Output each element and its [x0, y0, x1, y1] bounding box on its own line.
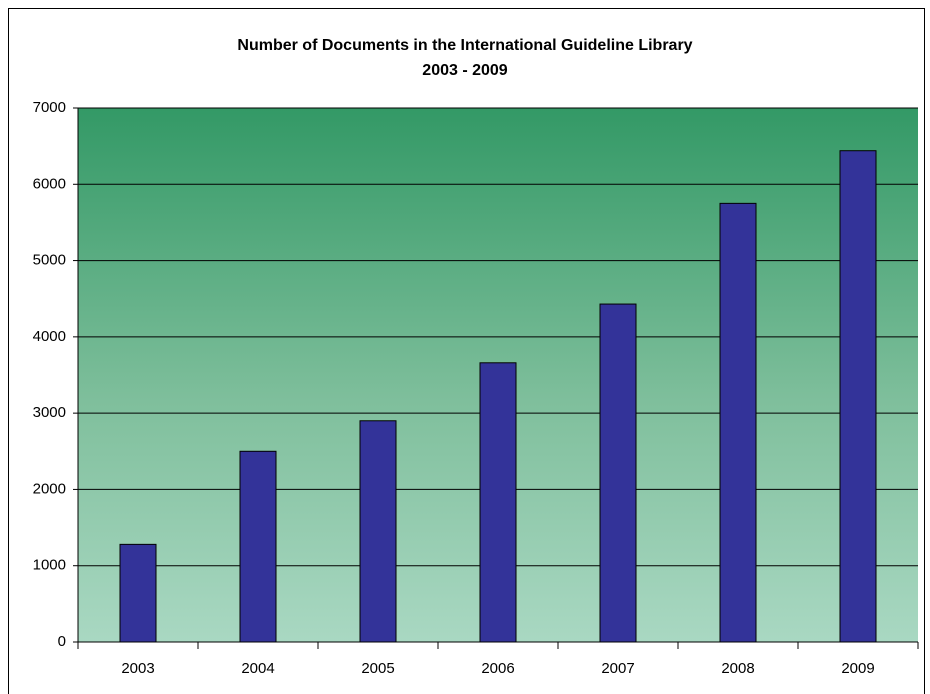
bar — [839, 150, 877, 643]
y-tick-label: 2000 — [33, 480, 66, 497]
chart-title: Number of Documents in the International… — [237, 37, 692, 54]
bar — [479, 362, 517, 643]
bar — [359, 420, 397, 643]
x-tick-label: 2003 — [121, 660, 154, 677]
x-tick-label: 2005 — [361, 660, 394, 677]
y-tick-label: 0 — [58, 633, 66, 650]
y-tick-label: 6000 — [33, 175, 66, 192]
y-tick-label: 5000 — [33, 252, 66, 269]
y-tick-label: 4000 — [33, 328, 66, 345]
x-tick-label: 2009 — [841, 660, 874, 677]
bar — [119, 543, 157, 643]
y-tick-label: 3000 — [33, 404, 66, 421]
chart-border — [8, 8, 925, 694]
x-tick-label: 2007 — [601, 660, 634, 677]
chart-subtitle: 2003 - 2009 — [422, 62, 508, 79]
x-tick-label: 2006 — [481, 660, 514, 677]
y-tick-label: 7000 — [33, 99, 66, 116]
y-tick-label: 1000 — [33, 557, 66, 574]
bar — [719, 202, 757, 643]
bar — [239, 450, 277, 643]
bar — [599, 303, 637, 643]
x-tick-label: 2004 — [241, 660, 274, 677]
x-tick-label: 2008 — [721, 660, 754, 677]
